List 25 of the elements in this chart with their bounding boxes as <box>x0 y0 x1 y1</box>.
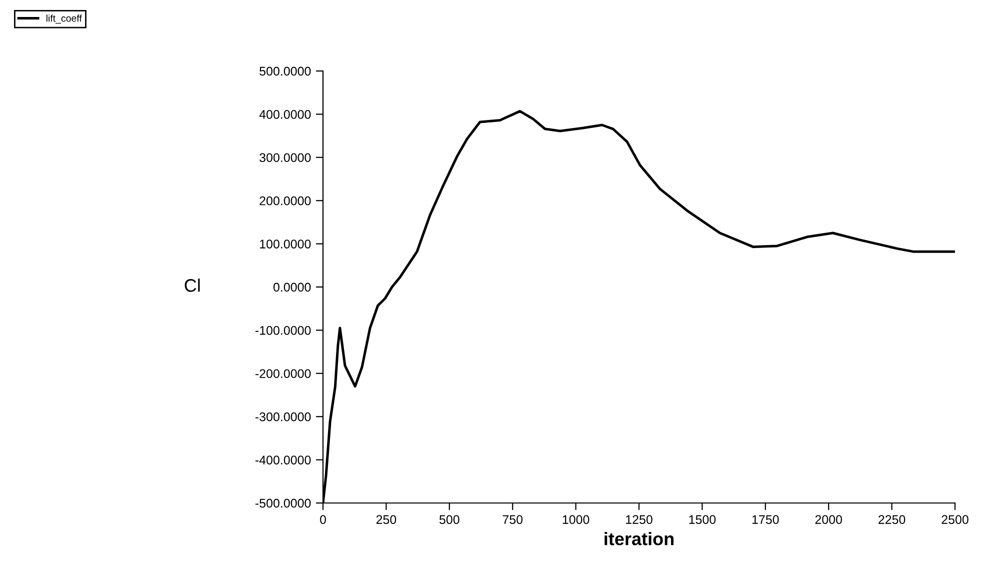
x-tick-label: 0 <box>320 515 326 524</box>
x-tick-label: 1250 <box>626 515 652 524</box>
x-tick-label: 1500 <box>689 515 716 524</box>
y-tick-label: -100.0000 <box>255 326 311 335</box>
y-tick-label: 200.0000 <box>260 196 311 206</box>
y-tick-label: 500.0000 <box>260 66 311 76</box>
y-tick-label: 300.0000 <box>260 153 311 162</box>
x-tick-label: 2250 <box>878 515 906 524</box>
y-tick-label: 400.0000 <box>259 110 311 119</box>
x-tick-label: 250 <box>376 515 396 524</box>
x-tick-label: 500 <box>439 515 460 524</box>
y-tick-label: -200.0000 <box>255 369 311 378</box>
y-tick-label: -400.0000 <box>255 456 311 464</box>
x-tick-label: 2500 <box>942 515 968 524</box>
x-tick-label: 1000 <box>562 515 590 524</box>
x-tick-label: 750 <box>502 515 523 524</box>
y-tick-label: -300.0000 <box>255 412 311 422</box>
x-tick-label: 1750 <box>752 515 779 524</box>
x-axis-title: iteration <box>604 532 674 546</box>
y-axis-title: Cl <box>184 278 200 292</box>
legend-label: lift_coeff <box>46 14 82 24</box>
x-tick-label: 2000 <box>815 515 842 524</box>
y-tick-label: 0.0000 <box>273 282 311 292</box>
y-tick-label: -500.0000 <box>255 498 311 508</box>
y-tick-label: 100.0000 <box>260 240 311 248</box>
